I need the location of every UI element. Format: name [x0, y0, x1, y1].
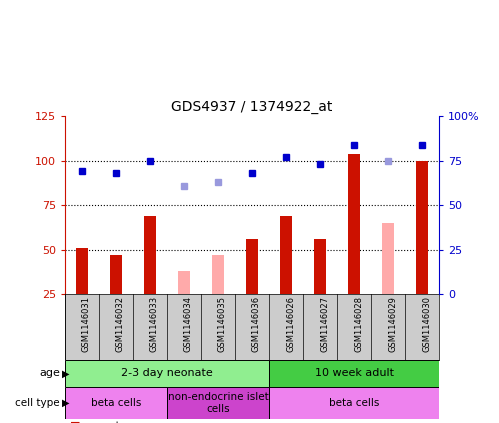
Text: GSM1146036: GSM1146036: [252, 296, 261, 352]
Bar: [76, 248, 88, 294]
Bar: [167, 387, 269, 419]
Text: age: age: [39, 368, 60, 378]
Bar: [65, 360, 269, 387]
Text: GSM1146028: GSM1146028: [354, 296, 363, 352]
Bar: [65, 387, 167, 419]
Bar: [269, 387, 439, 419]
Text: GSM1146029: GSM1146029: [388, 296, 397, 352]
Text: non-endocrine islet
cells: non-endocrine islet cells: [168, 392, 268, 414]
Bar: [212, 255, 224, 294]
Text: GSM1146030: GSM1146030: [422, 296, 431, 352]
Bar: [348, 154, 360, 294]
Bar: [144, 216, 156, 294]
Text: GSM1146035: GSM1146035: [218, 296, 227, 352]
Bar: [382, 223, 394, 294]
Bar: [280, 216, 292, 294]
Text: GSM1146034: GSM1146034: [184, 296, 193, 352]
Text: GSM1146032: GSM1146032: [116, 296, 125, 352]
Text: ▶: ▶: [62, 368, 70, 378]
Bar: [246, 239, 258, 294]
Text: GSM1146031: GSM1146031: [82, 296, 91, 352]
Title: GDS4937 / 1374922_at: GDS4937 / 1374922_at: [171, 100, 333, 114]
Text: 10 week adult: 10 week adult: [314, 368, 394, 378]
Bar: [314, 239, 326, 294]
Bar: [110, 255, 122, 294]
Text: GSM1146033: GSM1146033: [150, 296, 159, 352]
Text: cell type: cell type: [15, 398, 60, 408]
Text: ▶: ▶: [62, 398, 70, 408]
Text: beta cells: beta cells: [329, 398, 379, 408]
Text: count: count: [92, 421, 120, 423]
Text: GSM1146027: GSM1146027: [320, 296, 329, 352]
Text: beta cells: beta cells: [91, 398, 141, 408]
Text: 2-3 day neonate: 2-3 day neonate: [121, 368, 213, 378]
Bar: [269, 360, 439, 387]
Bar: [178, 271, 190, 294]
Text: GSM1146026: GSM1146026: [286, 296, 295, 352]
Bar: [416, 161, 428, 294]
Text: ■: ■: [70, 421, 80, 423]
